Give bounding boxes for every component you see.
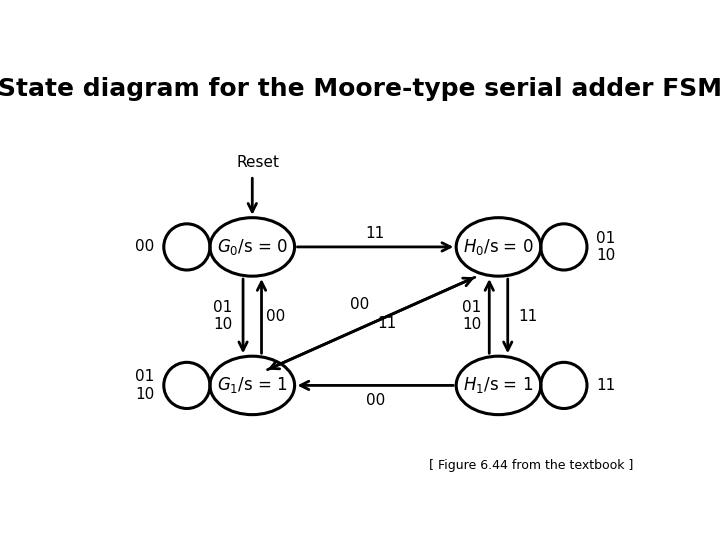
Text: 01
10: 01 10 — [462, 300, 481, 332]
Text: 11: 11 — [596, 378, 616, 393]
Text: 01
10: 01 10 — [213, 300, 233, 332]
Text: Reset: Reset — [237, 155, 280, 170]
Text: $H_{1}$/s = 1: $H_{1}$/s = 1 — [464, 375, 534, 395]
Text: $H_{0}$/s = 0: $H_{0}$/s = 0 — [463, 237, 534, 257]
Text: 00: 00 — [266, 309, 285, 323]
Text: [ Figure 6.44 from the textbook ]: [ Figure 6.44 from the textbook ] — [429, 458, 633, 471]
Text: 00: 00 — [350, 297, 369, 312]
Text: $G_{0}$/s = 0: $G_{0}$/s = 0 — [217, 237, 288, 257]
Text: 01
10: 01 10 — [596, 231, 616, 263]
Text: 00: 00 — [135, 239, 155, 254]
Text: $G_{1}$/s = 1: $G_{1}$/s = 1 — [217, 375, 287, 395]
Text: 11: 11 — [366, 226, 385, 240]
Text: 11: 11 — [377, 316, 397, 332]
Text: 00: 00 — [366, 393, 385, 408]
Text: State diagram for the Moore-type serial adder FSM: State diagram for the Moore-type serial … — [0, 77, 720, 101]
Text: 11: 11 — [518, 309, 537, 323]
Text: 01
10: 01 10 — [135, 369, 155, 402]
